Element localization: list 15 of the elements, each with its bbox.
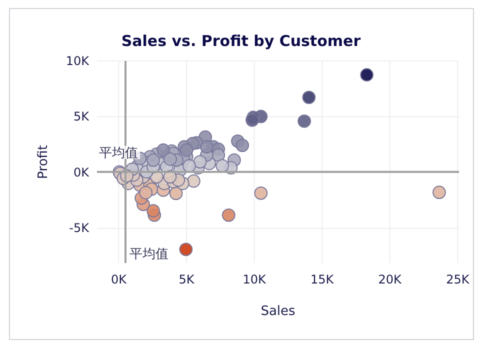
x-tick-label: 5K <box>178 272 196 287</box>
y-tick-label: 10K <box>66 54 90 68</box>
x-tick-label: 10K <box>242 272 267 287</box>
x-tick-label: 25K <box>446 272 470 287</box>
y-axis-title: Profit <box>36 145 51 179</box>
y-tick-label: 5K <box>73 110 90 124</box>
x-tick-label: 15K <box>310 272 335 287</box>
x-tick-label: 0K <box>110 272 128 287</box>
x-axis-title: Sales <box>260 304 296 319</box>
ref-line-label: 平均值 <box>99 146 138 161</box>
y-tick-label: -5K <box>69 221 90 236</box>
y-tick-label: 0K <box>73 165 90 180</box>
ref-line-label: 平均值 <box>129 247 168 262</box>
chart-title: Sales vs. Profit by Customer <box>121 32 362 50</box>
x-tick-label: 20K <box>378 272 403 287</box>
